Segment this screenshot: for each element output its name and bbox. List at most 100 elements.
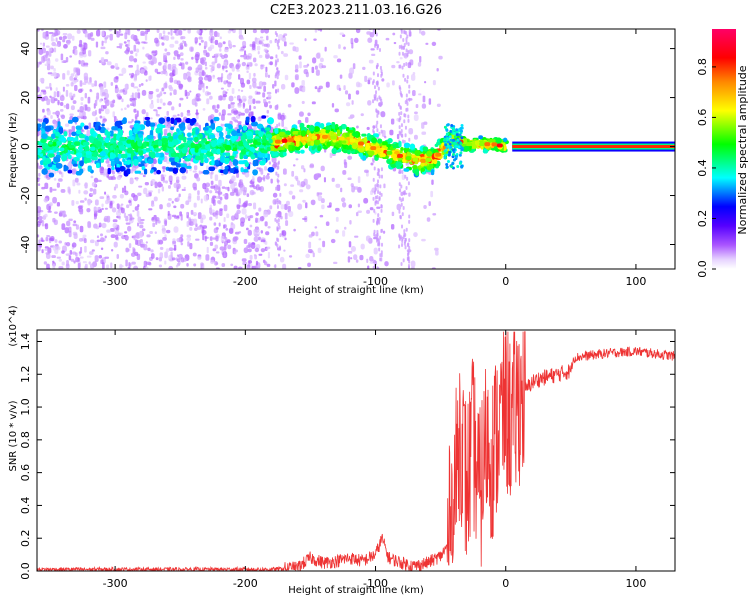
heatmap-cell (406, 34, 409, 39)
heatmap-cell (260, 230, 264, 234)
heatmap-cell (112, 222, 118, 229)
heatmap-cell (191, 98, 197, 106)
heatmap-cell (157, 220, 161, 224)
heatmap-cell (302, 217, 307, 221)
heatmap-cell (44, 63, 49, 67)
heatmap-cell (145, 79, 148, 82)
heatmap-cell (65, 89, 69, 97)
heatmap-cell (41, 56, 45, 63)
heatmap-cell (204, 41, 208, 48)
heatmap-cell (260, 39, 265, 42)
heatmap-cell (297, 180, 301, 186)
heatmap-cell (140, 82, 144, 86)
heatmap-cell (245, 55, 250, 60)
heatmap-cell (77, 205, 83, 209)
heatmap-cell (163, 91, 167, 95)
heatmap-cell (374, 234, 377, 239)
heatmap-cell (161, 186, 165, 192)
heatmap-cell (180, 112, 184, 118)
heatmap-cell (436, 67, 439, 72)
heatmap-cell (266, 91, 272, 95)
heatmap-cell (187, 125, 191, 128)
heatmap-cell (381, 129, 386, 137)
heatmap-cell (377, 168, 380, 173)
heatmap-cell (400, 235, 403, 240)
heatmap-cell (124, 231, 128, 234)
heatmap-cell (275, 89, 278, 94)
heatmap-cell (135, 38, 139, 45)
heatmap-cell (58, 171, 63, 175)
heatmap-cell (208, 166, 216, 171)
heatmap-cell (265, 53, 270, 60)
heatmap-cell (126, 204, 130, 209)
heatmap-cell (54, 44, 59, 47)
heatmap-cell (417, 62, 422, 67)
heatmap-cell (204, 144, 211, 150)
heatmap-cell (224, 48, 229, 53)
heatmap-cell (89, 251, 94, 255)
heatmap-cell (348, 93, 351, 100)
heatmap-cell (118, 232, 124, 236)
heatmap-cell (293, 228, 296, 232)
heatmap-cell (86, 106, 91, 112)
heatmap-cell (413, 114, 419, 122)
heatmap-cell (128, 243, 132, 249)
heatmap-cell (408, 192, 411, 197)
heatmap-cell (95, 123, 99, 130)
heatmap-cell (124, 84, 128, 91)
heatmap-cell (103, 215, 109, 222)
heatmap-cell (379, 96, 382, 101)
heatmap-cell (197, 190, 200, 195)
heatmap-cell (76, 129, 82, 135)
heatmap-cell (216, 77, 222, 80)
heatmap-cell (398, 130, 401, 135)
heatmap-cell (377, 138, 383, 144)
heatmap-cell (314, 226, 318, 229)
heatmap-cell (189, 90, 192, 93)
heatmap-cell (41, 96, 45, 102)
heatmap-cell (400, 44, 403, 49)
heatmap-cell (237, 103, 242, 108)
heatmap-cell (141, 165, 146, 171)
heatmap-cell (150, 169, 154, 173)
heatmap-cell (223, 80, 227, 85)
heatmap-cell (275, 54, 278, 59)
heatmap-cell (95, 226, 100, 230)
heatmap-cell (242, 261, 247, 266)
heatmap-cell (307, 112, 311, 117)
heatmap-cell (279, 256, 285, 263)
heatmap-cell (131, 180, 135, 183)
heatmap-cell (130, 252, 136, 257)
heatmap-cell (288, 255, 293, 258)
heatmap-cell (193, 263, 197, 267)
spectrogram-heatmap (37, 29, 675, 269)
heatmap-cell (164, 220, 168, 226)
heatmap-cell (164, 251, 168, 259)
heatmap-cell (378, 174, 381, 179)
heatmap-cell (161, 42, 165, 46)
heatmap-cell (135, 232, 141, 239)
heatmap-cell (52, 38, 55, 42)
heatmap-cell (243, 98, 247, 102)
heatmap-cell (159, 204, 163, 210)
heatmap-cell (367, 37, 373, 44)
heatmap-cell (180, 36, 184, 40)
heatmap-cell (137, 29, 141, 32)
heatmap-cell (135, 177, 139, 182)
heatmap-cell (37, 234, 40, 238)
heatmap-cell (67, 119, 73, 124)
heatmap-cell (44, 223, 49, 230)
heatmap-cell (38, 61, 42, 65)
heatmap-cell (377, 29, 380, 31)
heatmap-cell (59, 210, 64, 214)
heatmap-cell (277, 222, 280, 227)
heatmap-cell (155, 88, 160, 93)
heatmap-cell (58, 178, 63, 182)
heatmap-cell (426, 217, 431, 222)
heatmap-cell (240, 112, 245, 116)
heatmap-cell (58, 212, 63, 217)
heatmap-cell (272, 83, 275, 89)
heatmap-cell (100, 167, 105, 171)
heatmap-cell (150, 179, 156, 186)
heatmap-cell (186, 211, 189, 216)
